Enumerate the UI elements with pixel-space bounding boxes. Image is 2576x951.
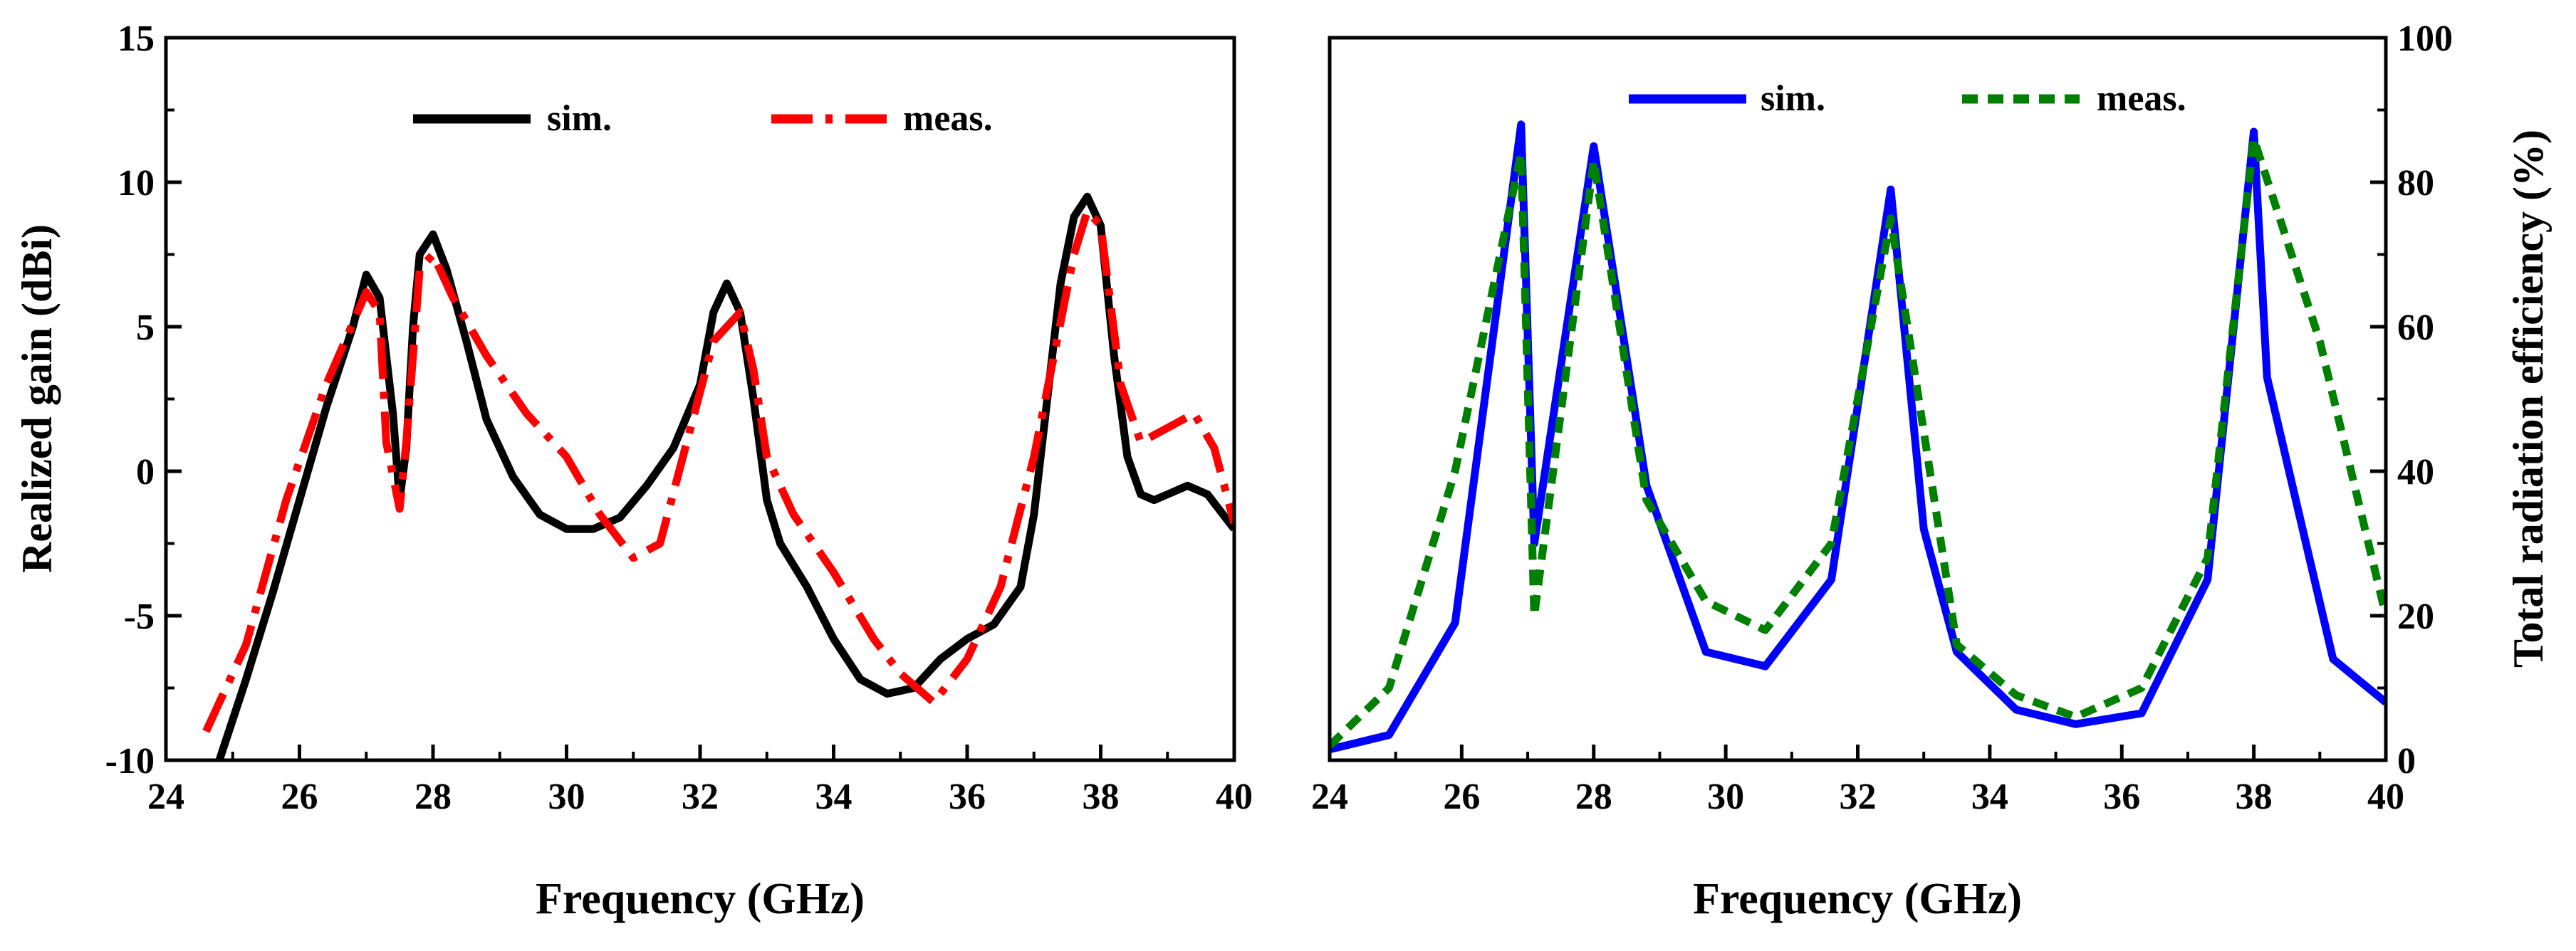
y-tick-label: 60 [2397,308,2434,348]
gain-x-axis-label: Frequency (GHz) [536,875,865,923]
y-tick-label: 80 [2397,163,2434,204]
x-tick-label: 40 [1216,777,1253,817]
x-tick-label: 32 [1840,777,1877,817]
y-tick-label: -5 [124,597,155,637]
y-tick-label: 10 [118,163,155,204]
efficiency-legend: sim. meas. [1629,78,2186,119]
x-tick-label: 30 [1707,777,1744,817]
y-tick-label: -10 [105,741,155,782]
y-tick-label: 5 [136,308,155,348]
legend-label-meas: meas. [2097,78,2186,119]
legend-label-sim: sim. [547,98,612,139]
gain-series-layer [202,192,1234,760]
x-tick-label: 32 [682,777,719,817]
series-line-meas [202,207,1234,733]
x-tick-label: 30 [548,777,585,817]
x-tick-label: 34 [1971,777,2008,817]
x-tick-label: 36 [949,777,986,817]
y-tick-label: 100 [2397,19,2453,59]
x-tick-label: 24 [1311,777,1348,817]
x-tick-label: 26 [1443,777,1480,817]
x-tick-label: 26 [281,777,318,817]
series-line-sim [215,192,1234,760]
efficiency-y-axis-label: Total radiation efficiency (%) [2505,130,2552,668]
gain-chart: 24 26 28 30 32 34 36 38 40 -10 -5 0 5 10 15 sim. meas.… [14,19,1253,923]
x-tick-label: 28 [1575,777,1612,817]
x-tick-label: 24 [147,777,184,817]
x-tick-label: 38 [2236,777,2273,817]
x-tick-label: 40 [2367,777,2404,817]
gain-y-axis-label: Realized gain (dBi) [14,224,61,573]
y-tick-label: 40 [2397,452,2434,493]
legend-label-sim: sim. [1761,78,1825,119]
x-tick-label: 28 [414,777,452,817]
efficiency-plot-frame [1328,36,2388,762]
y-tick-label: 0 [2397,741,2416,782]
y-tick-label: 20 [2397,597,2434,637]
x-tick-label: 36 [2103,777,2140,817]
y-tick-label: 0 [136,452,155,493]
x-tick-label: 34 [815,777,852,817]
gain-ticks: 24 26 28 30 32 34 36 38 40 -10 -5 0 5 10 15 [105,19,1253,817]
efficiency-series-layer [1330,120,2386,754]
y-tick-label: 15 [118,19,155,59]
legend-label-meas: meas. [903,98,993,139]
efficiency-x-axis-label: Frequency (GHz) [1693,875,2022,923]
series-line-sim [1330,120,2386,754]
series-line-meas [1330,135,2386,749]
x-tick-label: 38 [1083,777,1120,817]
gain-legend: sim. meas. [413,98,993,139]
gain-plot-frame [164,36,1236,762]
